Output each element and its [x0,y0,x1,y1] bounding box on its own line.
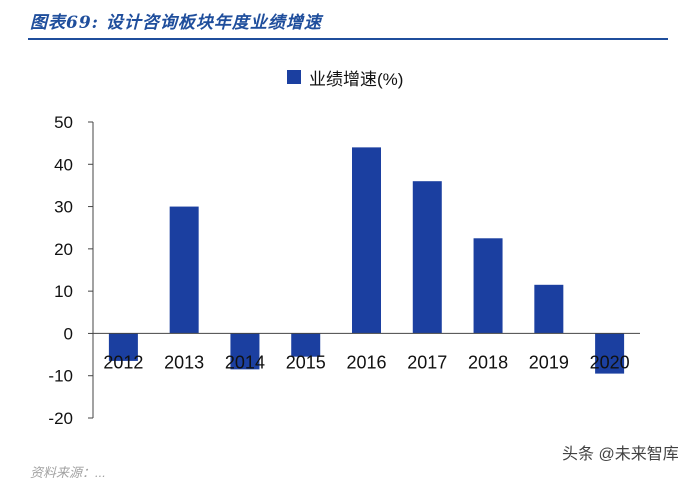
chart-title: 图表69: 设计咨询板块年度业绩增速 [30,13,322,33]
x-tick-label: 2012 [103,352,143,372]
bar-2014 [230,333,260,370]
title-divider [28,38,668,40]
bar-2012 [108,333,138,361]
y-tick-label: -10 [48,367,73,386]
x-tick-label: 2015 [286,352,326,372]
y-tick-label: 40 [54,155,73,174]
watermark: 头条 @未来智库 [562,446,679,463]
legend-swatch [287,70,301,84]
y-tick-label: 10 [54,282,73,301]
legend: 业绩增速(%) [287,66,404,89]
y-tick-label: 50 [54,113,73,132]
bar-2013 [169,206,199,334]
bar-2019 [534,284,564,334]
y-tick-label: 20 [54,240,73,259]
bar-2018 [473,238,503,334]
bar-2017 [412,181,442,334]
y-tick-label: 30 [54,198,73,217]
legend-label: 业绩增速(%) [309,69,404,89]
x-tick-label: 2013 [164,352,204,372]
x-tick-label: 2014 [225,352,265,372]
bar-2020 [595,333,625,374]
y-tick-label: -20 [48,409,73,428]
bar-2016 [352,147,381,334]
bar-2015 [291,333,321,357]
x-tick-label: 2020 [590,352,630,372]
x-tick-label: 2019 [529,352,569,372]
y-tick-label: 0 [64,324,73,343]
x-tick-label: 2018 [468,352,508,372]
source-note: 资料来源：... [30,465,106,480]
x-tick-label: 2017 [407,352,447,372]
x-tick-label: 2016 [346,352,386,372]
